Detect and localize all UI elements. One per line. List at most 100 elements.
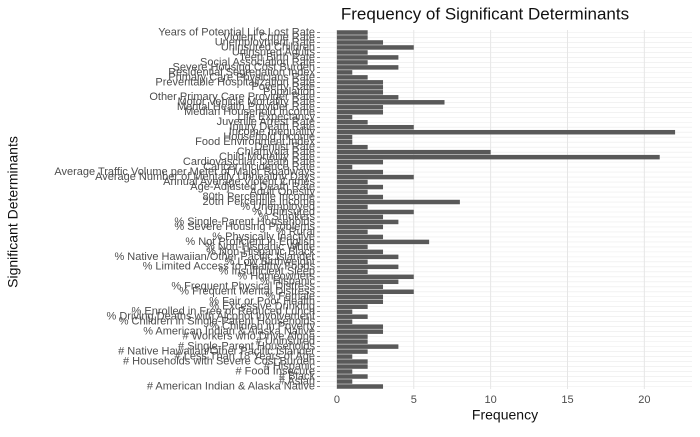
y-tick-label: Age-Adjusted Death Rate [190,181,315,193]
y-tick-label: Chlamydia Rate [237,146,315,158]
x-tick-label: 15 [561,394,573,406]
y-tick-label: # Single-Parent Households [178,341,315,353]
y-tick-label: Uninsured Adults [232,46,316,58]
bar [336,65,399,70]
y-tick-label: % American Indian & Alaska Native [143,326,315,338]
bar [336,144,368,150]
y-tick-label: Income Inequality [229,126,316,138]
y-tick-label: Child Mortality Rate [219,151,315,163]
bar [336,324,384,329]
bar [336,314,368,319]
bar [336,269,368,275]
y-tick-label: 80th Percentile Income [202,191,315,203]
y-tick-label: # Black [279,370,316,382]
bar [336,244,368,250]
x-tick-label: 5 [411,394,417,406]
y-tick-label: % Female [265,291,315,303]
y-tick-label: Social Association Rate [200,56,315,68]
bar [336,309,353,314]
bar [336,60,368,65]
y-tick-label: Average Number of Mentally Unhealthy Day… [95,171,315,183]
bar [336,55,399,60]
bar [336,344,399,349]
bar [336,124,414,130]
bar [336,304,368,309]
y-tick-label: Median Household Income [184,106,315,118]
bar [336,50,368,55]
bar [336,179,368,185]
bar [336,194,384,200]
bar [336,35,368,40]
y-tick-label: % Fair or Poor Health [209,296,315,308]
y-tick-label: % Children in Single-Parent Households [119,316,316,328]
y-tick-label: % Limited Access to Healthy Foods [143,261,316,273]
y-tick-label: Cardiovascular Death Rate [183,156,315,168]
y-tick-label: % Insufficient Sleep [219,266,315,278]
y-axis-label: Significant Determinants [5,136,21,288]
bar [336,364,368,369]
y-tick-label: 20th Percentile Income [202,196,315,208]
y-tick-label: Life Expectancy [237,111,315,123]
bar [336,105,384,110]
bar [336,134,353,140]
bar [336,299,384,304]
y-tick-label: % Not Proficient in English [185,236,315,248]
y-tick-label: Population [263,86,315,98]
y-tick-label: % Enrolled in Free or Reduced Lunch [132,306,315,318]
y-tick-label: # Uninsured [256,336,315,348]
y-tick-label: % Homeowners [237,271,315,283]
y-tick-label: % Hispanic [260,276,316,288]
bar [336,279,399,285]
y-tick-label: % Children in Poverty [209,321,315,333]
y-tick-label: Juvenile Arrest Rate [217,116,315,128]
y-tick-label: Severe Housing Cost Burden [173,61,315,73]
bar [336,169,384,175]
y-tick-label: # Workers who Drive Alone [183,331,315,343]
bar [336,40,384,45]
y-tick-label: % Single-Parent Households [174,216,315,228]
y-tick-label: Household Income [223,131,315,143]
bar [336,110,384,115]
y-tick-label: Residential Segregation Index [168,66,315,78]
y-tick-label: % Uninsured [252,206,315,218]
y-tick-label: % Smokers [259,211,316,223]
bar [336,100,445,105]
y-tick-label: % Non-Hispanic White [205,241,315,253]
bar [336,209,414,215]
y-tick-label: Years of Potential Life Lost Rate [158,26,315,38]
chart-title: Frequency of Significant Determinants [341,4,629,23]
y-tick-label: Food Environment Index [195,136,315,148]
y-tick-label: Unemployment Rate [215,36,315,48]
bar [336,289,414,295]
bar [336,139,353,145]
bar [336,379,353,384]
x-tick-label: 10 [485,394,497,406]
y-tick-label: Motor Vehicle Mortality Rate [177,96,315,108]
bar [336,294,384,300]
bar [336,119,368,125]
y-tick-label: Preventable Hospitalization Rate [155,76,315,88]
bar [336,224,384,230]
bar [336,164,353,170]
bar [336,384,384,389]
y-tick-label: Dentist Rate [254,141,315,153]
y-tick-label: Violent Crime Rate [223,31,315,43]
bar [336,70,353,75]
y-tick-label: Injury Death Rate [229,121,315,133]
bar [336,184,384,190]
bar [336,85,384,90]
bar [336,115,353,120]
bar [336,75,368,80]
bar [336,234,384,240]
y-tick-label: % Physically Inactive [212,231,315,243]
bar [336,45,414,50]
y-tick-label: % Frequent Mental Distress [179,286,315,298]
y-tick-label: % Excessive Drinking [209,301,315,313]
bar [336,329,384,334]
bar [336,174,414,180]
bar [336,284,384,290]
y-tick-label: % Severe Housing Problems [174,221,315,233]
x-tick-label: 0 [334,394,340,406]
bar [336,219,399,225]
y-tick-label: % Frequent Physical Distress [171,281,315,293]
